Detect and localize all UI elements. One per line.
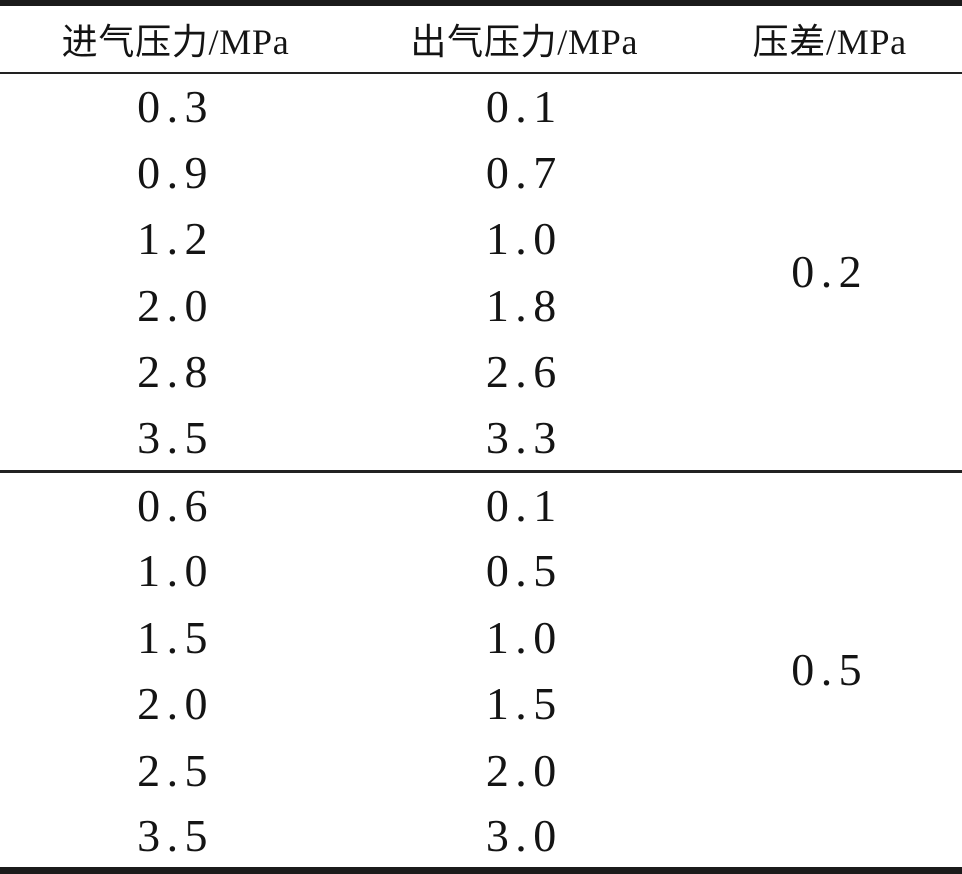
inlet-pressure-cell: 2.5 (137, 744, 214, 796)
pressure-diff-cell: 0.5 (791, 644, 869, 696)
inlet-pressure-cell: 2.0 (137, 678, 214, 730)
inlet-pressure-cell: 0.6 (137, 479, 214, 531)
table-row: 1.5 1.0 (0, 605, 962, 671)
outlet-pressure-cell: 0.1 (485, 80, 563, 132)
table-row: 0.3 0.1 0.2 (0, 73, 962, 295)
outlet-pressure-cell: 3.0 (485, 809, 563, 861)
outlet-pressure-cell: 0.7 (485, 146, 563, 198)
table-row: 1.2 1.0 (0, 206, 962, 272)
outlet-pressure-cell: 0.5 (485, 545, 563, 597)
table-row: 2.0 1.5 (0, 671, 962, 737)
outlet-pressure-cell: 2.6 (485, 346, 563, 398)
table-row: 1.0 0.5 (0, 538, 962, 604)
inlet-pressure-cell: 1.0 (137, 545, 214, 597)
inlet-pressure-cell: 1.2 (137, 213, 214, 265)
outlet-pressure-cell: 1.0 (485, 611, 563, 663)
row-group-diff-0-5: 0.6 0.1 0.5 1.0 0.5 1.5 1.0 2.0 1.5 2.5 … (0, 472, 962, 871)
table-header: 进气压力/MPa 出气压力/MPa 压差/MPa (0, 3, 962, 74)
outlet-pressure-cell: 3.3 (485, 411, 563, 463)
inlet-pressure-cell: 1.5 (137, 611, 214, 663)
table-row: 2.0 1.8 (0, 272, 962, 338)
outlet-pressure-cell: 1.5 (485, 678, 563, 730)
inlet-pressure-cell: 2.8 (137, 346, 214, 398)
table-row: 2.5 2.0 (0, 738, 962, 804)
column-header-outlet-pressure: 出气压力/MPa (351, 3, 698, 74)
table-row: 0.9 0.7 (0, 139, 962, 205)
table-row: 0.6 0.1 0.5 (0, 472, 962, 693)
inlet-pressure-cell: 2.0 (137, 279, 214, 331)
inlet-pressure-cell: 3.5 (137, 809, 214, 861)
header-row: 进气压力/MPa 出气压力/MPa 压差/MPa (0, 3, 962, 74)
column-header-pressure-diff: 压差/MPa (697, 3, 962, 74)
outlet-pressure-cell: 1.0 (485, 213, 563, 265)
pressure-diff-cell: 0.2 (791, 246, 869, 298)
inlet-pressure-cell: 3.5 (137, 411, 214, 463)
outlet-pressure-cell: 1.8 (485, 279, 563, 331)
table-row: 2.8 2.6 (0, 339, 962, 405)
table-row: 3.5 3.0 (0, 804, 962, 870)
table-row: 3.5 3.3 (0, 405, 962, 471)
outlet-pressure-cell: 2.0 (485, 744, 563, 796)
outlet-pressure-cell: 0.1 (485, 479, 563, 531)
row-group-diff-0-2: 0.3 0.1 0.2 0.9 0.7 1.2 1.0 2.0 1.8 2.8 … (0, 73, 962, 472)
inlet-pressure-cell: 0.3 (137, 80, 214, 132)
inlet-pressure-cell: 0.9 (137, 146, 214, 198)
column-header-inlet-pressure: 进气压力/MPa (0, 3, 352, 74)
